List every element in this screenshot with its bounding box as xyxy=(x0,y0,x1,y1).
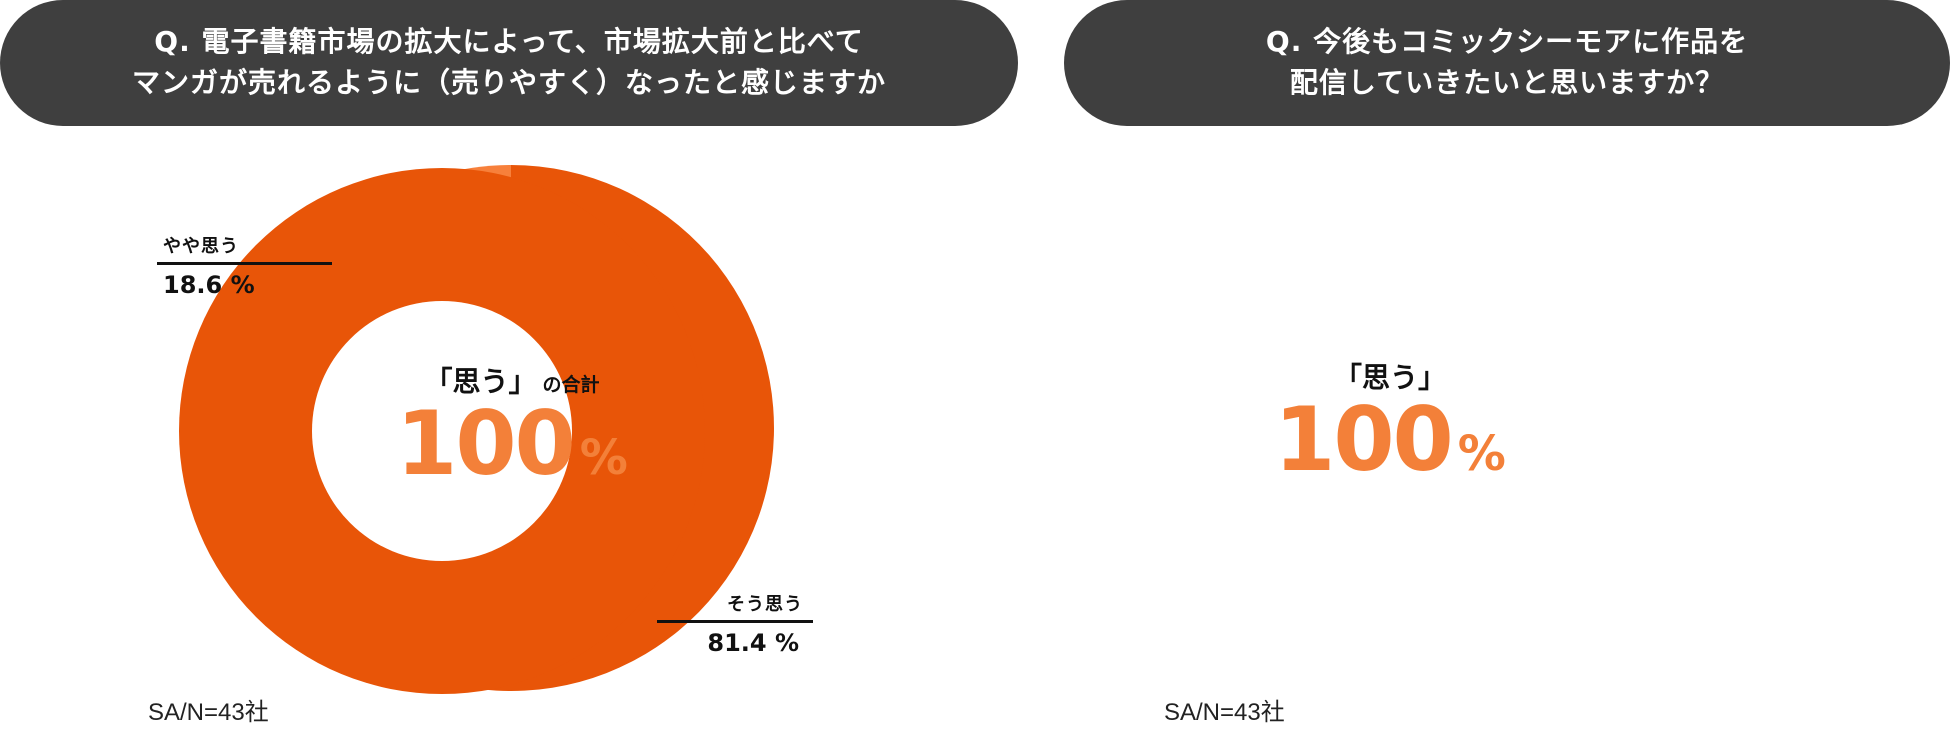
left-survey-panel: Q. 電子書籍市場の拡大によって、市場拡大前と比べて マンガが売れるように（売り… xyxy=(0,0,1018,126)
center-value-number: 100 xyxy=(396,392,576,495)
center-heading-main: 「思う」 xyxy=(1333,361,1446,394)
donut-center-label: 「思う」 の合計 100% xyxy=(371,360,653,488)
donut-hole xyxy=(312,301,572,561)
center-heading: 「思う」 xyxy=(1249,356,1531,396)
center-value-number: 100 xyxy=(1274,388,1454,491)
donut-center-label: 「思う」 100% xyxy=(1249,356,1531,484)
callout-leader-line xyxy=(157,262,332,265)
center-value: 100% xyxy=(371,400,653,488)
question-line: Q. 電子書籍市場の拡大によって、市場拡大前と比べて xyxy=(154,25,864,59)
callout-percentage: 18.6 % xyxy=(163,271,255,299)
center-heading: 「思う」 の合計 xyxy=(371,360,653,400)
question-line: Q. 今後もコミックシーモアに作品を xyxy=(1265,25,1749,59)
center-heading-main: 「思う」 xyxy=(424,365,537,398)
right-survey-panel: Q. 今後もコミックシーモアに作品を 配信していきたいと思いますか？ xyxy=(1064,0,1950,743)
sample-size-note: SA/N=43社 xyxy=(148,699,269,726)
question-line: マンガが売れるように（売りやすく）なったと感じますか xyxy=(131,66,886,99)
center-heading-suffix: の合計 xyxy=(542,374,600,396)
slice-callout-somewhat-agree: やや思う 18.6 % xyxy=(157,232,332,299)
question-banner: Q. 電子書籍市場の拡大によって、市場拡大前と比べて マンガが売れるように（売り… xyxy=(0,0,1018,126)
callout-category: そう思う xyxy=(727,594,803,615)
sample-size-note: SA/N=43社 xyxy=(1164,699,1285,726)
callout-leader-line xyxy=(657,620,813,623)
center-value-unit: % xyxy=(579,430,628,486)
center-value-unit: % xyxy=(1457,426,1506,482)
callout-category: やや思う xyxy=(163,236,239,257)
question-banner: Q. 今後もコミックシーモアに作品を 配信していきたいと思いますか？ xyxy=(1064,0,1950,126)
slice-callout-strongly-agree: そう思う 81.4 % xyxy=(657,590,813,657)
center-value: 100% xyxy=(1249,396,1531,484)
question-line: 配信していきたいと思いますか？ xyxy=(1289,66,1725,99)
callout-percentage: 81.4 % xyxy=(707,629,799,657)
donut-chart xyxy=(179,168,705,694)
